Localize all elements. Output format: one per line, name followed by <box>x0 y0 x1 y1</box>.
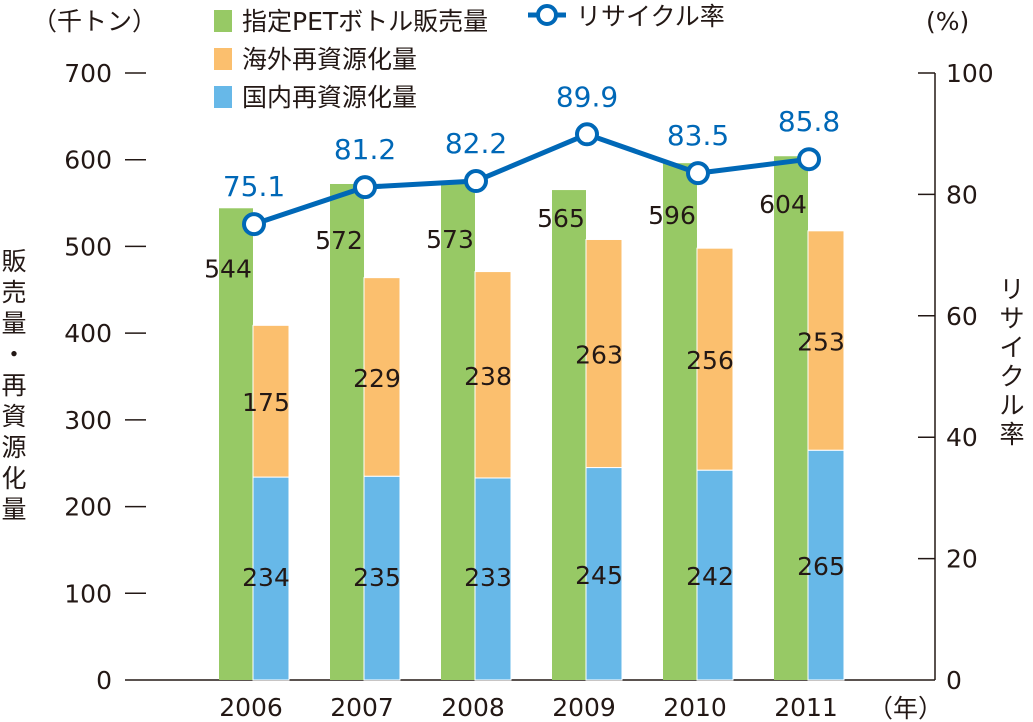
bar-sales <box>774 156 808 680</box>
x-tick-label: 2008 <box>441 693 505 722</box>
line-point <box>464 169 488 194</box>
y-axis-label-char: 量 <box>1 495 26 524</box>
y-tick-label: 200 <box>64 493 112 522</box>
y-axis-label-char: 化 <box>1 464 26 493</box>
legend-swatch <box>214 86 232 108</box>
data-label-domestic: 245 <box>575 561 623 590</box>
y-tick-label: 700 <box>64 59 112 88</box>
line-point <box>686 161 710 186</box>
data-label-overseas: 175 <box>242 388 290 417</box>
bar-overseas <box>585 238 623 469</box>
bar-overseas <box>807 230 845 451</box>
data-label-rate: 82.2 <box>445 127 507 160</box>
y-axis-label-char: ・ <box>1 340 26 369</box>
x-tick-label: 2007 <box>330 693 394 722</box>
line-recycle-rate <box>253 131 810 227</box>
data-label-domestic: 233 <box>464 563 512 592</box>
y2-axis-label-char: サ <box>999 304 1024 333</box>
bar-overseas <box>252 324 290 478</box>
data-label-domestic: 234 <box>242 563 290 592</box>
bar-domestic <box>474 477 512 681</box>
x-tick-label: 2010 <box>663 693 727 722</box>
x-tick-label: 2006 <box>219 693 283 722</box>
data-label-rate: 81.2 <box>334 133 396 166</box>
data-label-sales: 544 <box>204 254 252 283</box>
data-label-overseas: 263 <box>575 341 623 370</box>
data-label-sales: 573 <box>426 225 474 254</box>
x-tick-label: 2011 <box>774 693 838 722</box>
x-tick-label: 2009 <box>552 693 616 722</box>
line-point <box>797 147 821 172</box>
data-label-domestic: 242 <box>686 562 734 591</box>
data-label-rate: 83.5 <box>667 119 729 152</box>
y2-tick-label: 60 <box>946 302 978 331</box>
bar-sales <box>219 208 253 680</box>
y-tick-label: 500 <box>64 232 112 261</box>
x-axis-label: （年） <box>868 694 943 722</box>
y-axis-label-char: 再 <box>1 371 26 400</box>
y-tick-label: 100 <box>64 579 112 608</box>
line-point <box>575 122 599 147</box>
legend-marker <box>536 4 558 26</box>
y-axis-label-char: 販 <box>1 247 26 276</box>
y-axis-label-char: 資 <box>1 402 26 431</box>
y2-axis-label-char: イ <box>999 333 1024 362</box>
y2-axis-label-char: リ <box>999 275 1024 304</box>
bar-overseas <box>474 271 512 479</box>
bar-domestic <box>252 476 290 681</box>
line-point <box>353 175 377 200</box>
y2-axis-unit: (%) <box>926 7 969 36</box>
y-axis-label-char: 量 <box>1 309 26 338</box>
data-label-overseas: 238 <box>464 362 512 391</box>
data-label-overseas: 229 <box>353 364 401 393</box>
y-axis-unit: （千トン） <box>32 7 157 36</box>
data-label-domestic: 265 <box>797 552 845 581</box>
data-label-domestic: 235 <box>353 563 401 592</box>
legend-label: リサイクル率 <box>576 2 725 31</box>
y2-tick-label: 20 <box>946 545 978 574</box>
y2-tick-label: 80 <box>946 180 978 209</box>
data-label-rate: 75.1 <box>223 170 285 203</box>
data-label-overseas: 253 <box>797 328 845 357</box>
legend-swatch <box>214 10 232 32</box>
y2-tick-label: 0 <box>946 666 962 695</box>
data-label-rate: 85.8 <box>778 105 840 138</box>
bar-sales <box>330 183 364 680</box>
data-label-sales: 596 <box>648 201 696 230</box>
y2-axis-label-char: ク <box>999 362 1024 391</box>
y2-tick-label: 100 <box>946 59 994 88</box>
data-label-sales: 604 <box>759 190 807 219</box>
bar-sales <box>663 163 697 680</box>
legend-label: 国内再資源化量 <box>242 83 417 112</box>
data-label-rate: 89.9 <box>556 80 618 113</box>
y2-axis-label-char: ル <box>999 391 1024 420</box>
data-label-sales: 572 <box>315 226 363 255</box>
y-axis-label-char: 源 <box>1 433 26 462</box>
legend-label: 指定PETボトル販売量 <box>242 7 488 36</box>
y-tick-label: 0 <box>96 666 112 695</box>
bar-sales <box>441 183 475 680</box>
y2-tick-label: 40 <box>946 423 978 452</box>
y-tick-label: 300 <box>64 406 112 435</box>
legend-swatch <box>214 48 232 70</box>
y-tick-label: 600 <box>64 146 112 175</box>
bar-domestic <box>363 475 401 681</box>
bar-sales <box>552 190 586 681</box>
y-axis-label-char: 売 <box>1 278 26 307</box>
line-point <box>242 212 266 237</box>
y2-axis-label-char: 率 <box>999 420 1024 449</box>
bar-overseas <box>363 277 401 477</box>
legend-label: 海外再資源化量 <box>242 45 417 74</box>
y-tick-label: 400 <box>64 319 112 348</box>
data-label-overseas: 256 <box>686 346 734 375</box>
bar-overseas <box>696 247 734 471</box>
data-label-sales: 565 <box>537 204 585 233</box>
bar-domestic <box>696 469 734 681</box>
